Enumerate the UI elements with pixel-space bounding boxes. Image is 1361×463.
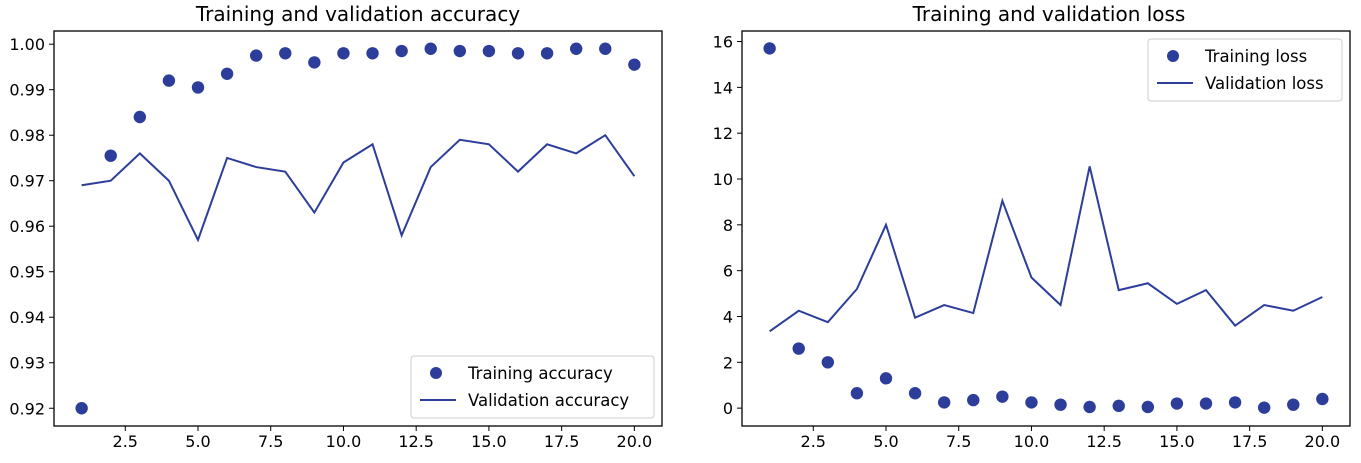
data-point-training-accuracy — [75, 402, 88, 415]
y-tick-label: 0.99 — [9, 81, 45, 100]
y-tick-label: 0 — [723, 399, 733, 418]
data-point-training-loss — [879, 372, 893, 385]
data-point-training-loss — [1112, 399, 1125, 413]
y-tick-label: 16 — [713, 33, 733, 52]
data-point-training-loss — [1228, 396, 1242, 409]
y-tick-label: 8 — [723, 216, 733, 235]
legend-box — [1147, 38, 1343, 102]
data-point-training-loss — [821, 356, 835, 369]
data-point-training-accuracy — [395, 44, 408, 58]
data-point-training-accuracy — [220, 67, 234, 80]
legend-box — [410, 355, 655, 419]
y-tick-label: 4 — [723, 307, 733, 326]
x-tick-label: 15.0 — [471, 432, 507, 451]
x-tick-label: 7.5 — [258, 432, 283, 451]
legend-label-training-accuracy: Training accuracy — [467, 364, 613, 383]
data-point-training-loss — [1141, 400, 1155, 414]
data-point-training-accuracy — [482, 44, 496, 58]
data-point-training-loss — [1025, 396, 1038, 409]
legend-label-validation-accuracy: Validation accuracy — [468, 391, 629, 410]
plot-frame — [741, 30, 1351, 427]
y-tick-label: 2 — [723, 353, 733, 372]
data-point-training-loss — [792, 342, 805, 355]
x-tick-label: 12.5 — [398, 432, 434, 451]
legend: Training loss Validation loss — [1147, 38, 1343, 102]
series-line-validation-accuracy — [81, 133, 636, 243]
y-tick-label: 0.98 — [9, 126, 45, 145]
data-point-training-accuracy — [133, 110, 147, 124]
data-point-training-accuracy — [599, 42, 612, 55]
data-point-training-accuracy — [104, 149, 117, 162]
y-tick-label: 0.92 — [9, 399, 45, 418]
series-line-validation-loss — [769, 166, 1323, 333]
x-tick-label: 10.0 — [326, 432, 362, 451]
data-point-training-loss — [1170, 397, 1184, 410]
y-tick-label: 0.96 — [9, 217, 45, 236]
y-tick-label: 0.94 — [9, 308, 45, 327]
y-tick-label: 0.93 — [9, 354, 45, 373]
data-point-training-loss — [908, 387, 922, 400]
data-point-training-accuracy — [569, 42, 583, 55]
y-tick-label: 0.95 — [9, 263, 45, 282]
data-point-training-loss — [1287, 398, 1300, 411]
x-tick-label: 2.5 — [113, 432, 138, 451]
data-point-training-accuracy — [453, 44, 467, 58]
data-point-training-accuracy — [308, 56, 321, 69]
data-point-training-loss — [937, 396, 951, 409]
x-tick-label: 20.0 — [1305, 432, 1341, 451]
data-point-training-accuracy — [511, 47, 525, 60]
accuracy-chart: Training and validation accuracy 2.5 5.0 7… — [9, 2, 663, 451]
plot-frame — [53, 30, 663, 427]
data-point-training-loss — [1316, 392, 1329, 406]
x-tick-label: 17.5 — [1232, 432, 1268, 451]
data-point-training-accuracy — [366, 47, 379, 60]
data-point-training-accuracy — [162, 74, 176, 87]
data-point-training-accuracy — [249, 49, 263, 62]
data-point-training-loss — [967, 393, 980, 407]
x-tick-label: 10.0 — [1014, 432, 1050, 451]
data-point-training-loss — [1054, 398, 1067, 411]
legend-marker-training-accuracy — [430, 367, 442, 379]
x-tick-label: 15.0 — [1159, 432, 1195, 451]
y-tick-label: 1.00 — [9, 35, 45, 54]
y-tick-label: 0.97 — [9, 172, 45, 191]
y-tick-label: 10 — [713, 170, 733, 189]
data-point-training-accuracy — [628, 58, 641, 71]
data-point-training-accuracy — [424, 42, 437, 55]
data-point-training-loss — [850, 387, 864, 400]
chart-title: Training and validation loss — [912, 2, 1186, 26]
y-tick-label: 6 — [723, 262, 733, 281]
x-tick-label: 20.0 — [617, 432, 653, 451]
data-point-training-accuracy — [337, 47, 350, 60]
data-point-training-loss — [1199, 397, 1213, 410]
x-tick-label: 7.5 — [946, 432, 971, 451]
y-tick-label: 14 — [713, 78, 733, 97]
x-tick-label: 2.5 — [801, 432, 826, 451]
x-tick-label: 12.5 — [1086, 432, 1122, 451]
data-point-training-loss — [996, 390, 1009, 403]
legend-label-validation-loss: Validation loss — [1205, 74, 1324, 93]
data-point-training-loss — [1083, 400, 1096, 414]
x-tick-label: 5.0 — [185, 432, 210, 451]
x-tick-label: 5.0 — [873, 432, 898, 451]
data-point-training-accuracy — [279, 47, 292, 60]
data-point-training-accuracy — [191, 81, 205, 94]
legend-marker-training-loss — [1167, 50, 1179, 62]
data-point-training-loss — [763, 42, 776, 55]
chart-title: Training and validation accuracy — [195, 2, 520, 26]
loss-chart: Training and validation loss 2.5 5.0 7.5 10… — [713, 2, 1351, 451]
legend-label-training-loss: Training loss — [1204, 47, 1307, 66]
data-point-training-loss — [1257, 401, 1271, 414]
y-tick-label: 12 — [713, 124, 733, 143]
x-tick-label: 17.5 — [544, 432, 580, 451]
legend: Training accuracy Validation accuracy — [410, 355, 655, 419]
data-point-training-accuracy — [540, 47, 554, 60]
